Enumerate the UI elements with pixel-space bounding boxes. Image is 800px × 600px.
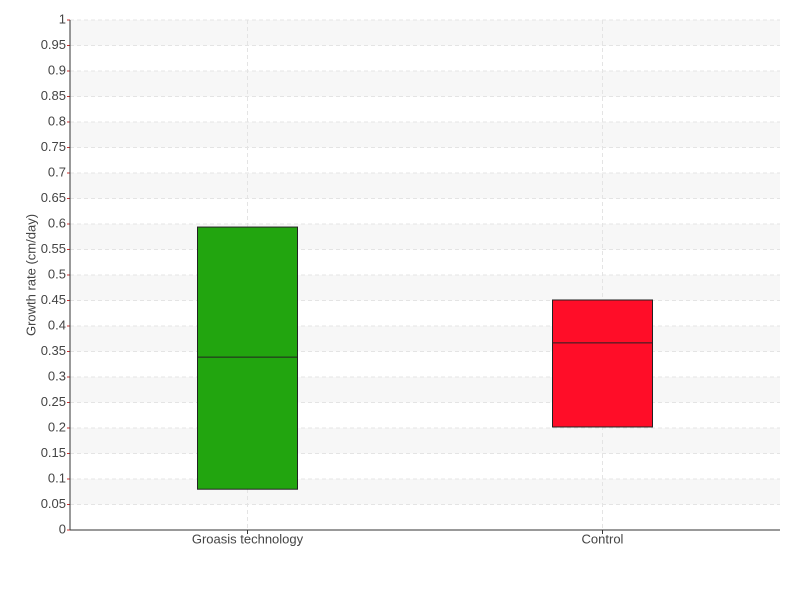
y-tick-label: 0.3: [48, 368, 66, 383]
y-axis-label: Growth rate (cm/day): [23, 214, 38, 336]
y-tick-label: 0.65: [41, 190, 66, 205]
grid-band: [70, 275, 780, 301]
y-tick-label: 0.6: [48, 215, 66, 230]
y-tick-label: 0.95: [41, 37, 66, 52]
y-tick-label: 0.4: [48, 317, 66, 332]
grid-band: [70, 479, 780, 505]
y-tick-label: 0.35: [41, 343, 66, 358]
y-tick-label: 0: [59, 521, 66, 536]
y-tick-label: 0.05: [41, 496, 66, 511]
y-tick-label: 0.45: [41, 292, 66, 307]
grid-band: [70, 326, 780, 352]
y-tick-label: 0.9: [48, 62, 66, 77]
grid-band: [70, 122, 780, 148]
y-tick-label: 0.5: [48, 266, 66, 281]
y-tick-label: 0.8: [48, 113, 66, 128]
y-tick-label: 0.75: [41, 139, 66, 154]
y-tick-label: 0.7: [48, 164, 66, 179]
grid-band: [70, 377, 780, 403]
box: [552, 299, 653, 428]
x-tick-label: Groasis technology: [192, 531, 304, 546]
grid-band: [70, 428, 780, 454]
y-tick-label: 0.1: [48, 470, 66, 485]
grid-band: [70, 224, 780, 250]
grid-band: [70, 173, 780, 199]
grid-band: [70, 71, 780, 97]
x-tick-label: Control: [582, 531, 624, 546]
y-tick-label: 0.2: [48, 419, 66, 434]
y-tick-label: 0.55: [41, 241, 66, 256]
y-tick-label: 1: [59, 11, 66, 26]
y-tick-label: 0.25: [41, 394, 66, 409]
grid-band: [70, 20, 780, 46]
y-tick-label: 0.85: [41, 88, 66, 103]
box: [197, 226, 298, 490]
y-tick-label: 0.15: [41, 445, 66, 460]
